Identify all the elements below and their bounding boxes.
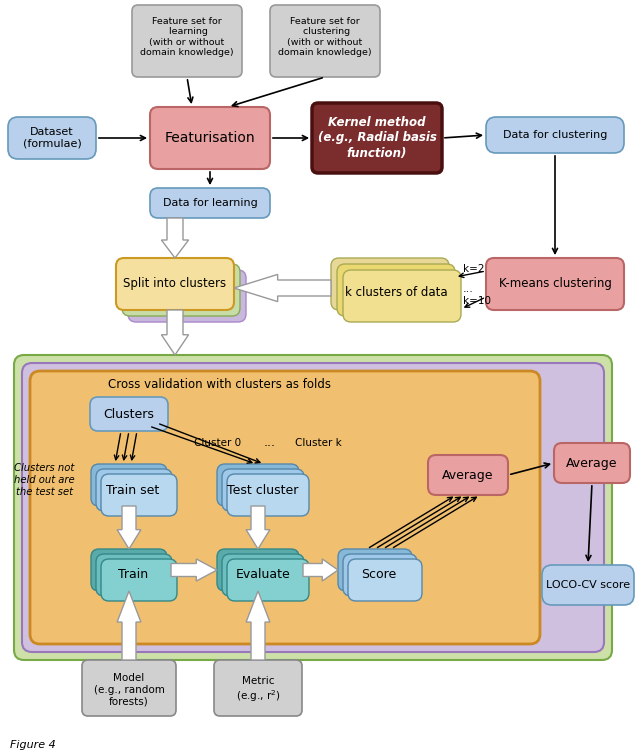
- Polygon shape: [117, 591, 141, 660]
- Text: Feature set for
 clustering
(with or without
domain knowledge): Feature set for clustering (with or with…: [278, 17, 372, 57]
- Text: Model
(e.g., random
forests): Model (e.g., random forests): [93, 674, 164, 706]
- FancyBboxPatch shape: [428, 455, 508, 495]
- FancyBboxPatch shape: [91, 549, 167, 591]
- FancyBboxPatch shape: [542, 565, 634, 605]
- Text: ...: ...: [463, 284, 474, 294]
- FancyBboxPatch shape: [222, 554, 304, 596]
- Text: Metric
(e.g., r$^2$): Metric (e.g., r$^2$): [236, 676, 280, 704]
- Text: Featurisation: Featurisation: [164, 131, 255, 145]
- Polygon shape: [246, 591, 270, 660]
- FancyBboxPatch shape: [217, 549, 299, 591]
- Text: Feature set for
 learning
(with or without
domain knowledge): Feature set for learning (with or withou…: [140, 17, 234, 57]
- FancyBboxPatch shape: [338, 549, 412, 591]
- FancyBboxPatch shape: [30, 371, 540, 644]
- FancyBboxPatch shape: [101, 474, 177, 516]
- FancyBboxPatch shape: [222, 469, 304, 511]
- FancyBboxPatch shape: [14, 355, 612, 660]
- Text: Average: Average: [566, 457, 618, 470]
- FancyBboxPatch shape: [343, 554, 417, 596]
- Text: LOCO-CV score: LOCO-CV score: [546, 580, 630, 590]
- Polygon shape: [117, 506, 141, 549]
- FancyBboxPatch shape: [150, 188, 270, 218]
- FancyBboxPatch shape: [122, 264, 240, 316]
- Text: Clusters: Clusters: [104, 407, 154, 421]
- Text: Kernel method
(e.g., Radial basis
function): Kernel method (e.g., Radial basis functi…: [317, 116, 436, 160]
- FancyBboxPatch shape: [8, 117, 96, 159]
- Text: Data for learning: Data for learning: [163, 198, 257, 208]
- Text: Test cluster: Test cluster: [227, 484, 299, 496]
- FancyBboxPatch shape: [90, 397, 168, 431]
- FancyBboxPatch shape: [343, 270, 461, 322]
- Text: K-means clustering: K-means clustering: [499, 278, 611, 290]
- FancyBboxPatch shape: [101, 559, 177, 601]
- FancyBboxPatch shape: [116, 258, 234, 310]
- Text: Cross validation with clusters as folds: Cross validation with clusters as folds: [109, 379, 332, 392]
- FancyBboxPatch shape: [486, 117, 624, 153]
- FancyBboxPatch shape: [331, 258, 449, 310]
- FancyBboxPatch shape: [227, 559, 309, 601]
- Text: k=10: k=10: [463, 296, 491, 306]
- Polygon shape: [161, 218, 189, 258]
- FancyBboxPatch shape: [132, 5, 242, 77]
- Polygon shape: [303, 559, 338, 581]
- Text: Clusters not
held out are
the test set: Clusters not held out are the test set: [13, 464, 74, 496]
- Text: Figure 4: Figure 4: [10, 740, 56, 750]
- Text: Evaluate: Evaluate: [236, 568, 291, 581]
- FancyBboxPatch shape: [217, 464, 299, 506]
- Text: ...: ...: [264, 436, 276, 449]
- FancyBboxPatch shape: [554, 443, 630, 483]
- Text: Average: Average: [442, 469, 493, 482]
- FancyBboxPatch shape: [82, 660, 176, 716]
- Polygon shape: [234, 274, 331, 302]
- Text: Data for clustering: Data for clustering: [503, 130, 607, 140]
- FancyBboxPatch shape: [312, 103, 442, 173]
- FancyBboxPatch shape: [227, 474, 309, 516]
- Text: Split into clusters: Split into clusters: [124, 278, 227, 290]
- Text: k clusters of data: k clusters of data: [345, 286, 447, 298]
- Text: Train set: Train set: [106, 484, 159, 496]
- FancyBboxPatch shape: [128, 270, 246, 322]
- FancyBboxPatch shape: [91, 464, 167, 506]
- Polygon shape: [246, 506, 270, 549]
- FancyBboxPatch shape: [337, 264, 455, 316]
- FancyBboxPatch shape: [486, 258, 624, 310]
- FancyBboxPatch shape: [22, 363, 604, 652]
- Text: Cluster 0: Cluster 0: [195, 438, 241, 448]
- Text: Cluster k: Cluster k: [294, 438, 341, 448]
- Text: Train: Train: [118, 568, 148, 581]
- Text: k=2: k=2: [463, 264, 484, 274]
- Text: Dataset
(formulae): Dataset (formulae): [22, 128, 81, 148]
- FancyBboxPatch shape: [96, 469, 172, 511]
- FancyBboxPatch shape: [150, 107, 270, 169]
- Polygon shape: [161, 310, 189, 355]
- FancyBboxPatch shape: [348, 559, 422, 601]
- FancyBboxPatch shape: [270, 5, 380, 77]
- FancyBboxPatch shape: [96, 554, 172, 596]
- FancyBboxPatch shape: [214, 660, 302, 716]
- Polygon shape: [171, 559, 217, 581]
- Text: Score: Score: [362, 568, 397, 581]
